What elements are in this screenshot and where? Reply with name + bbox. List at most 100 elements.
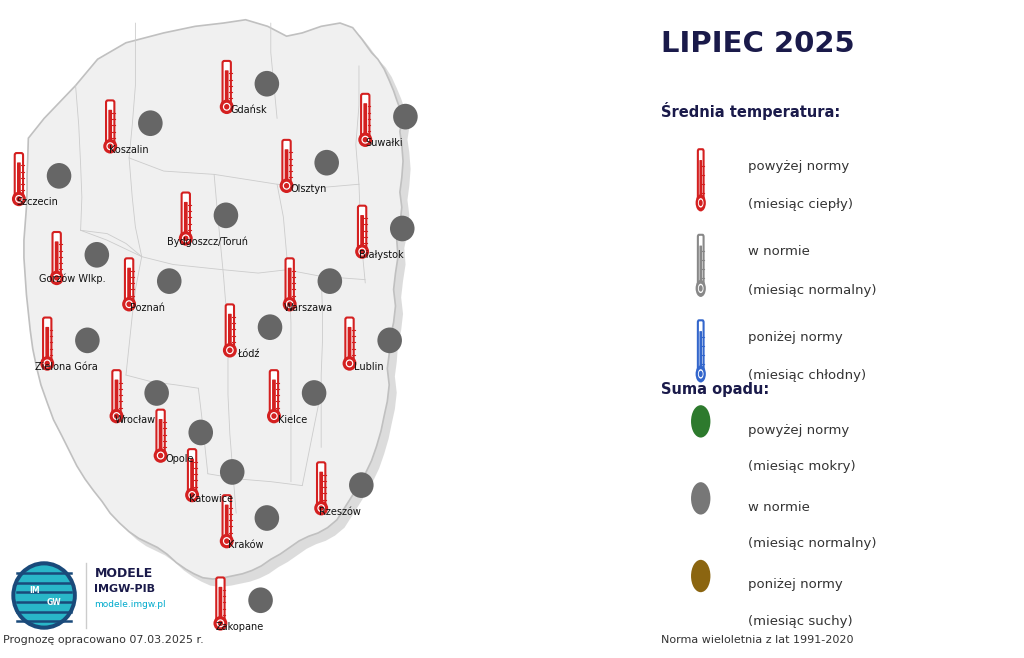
Text: modele.imgw.pl: modele.imgw.pl: [94, 599, 166, 609]
Text: Kielce: Kielce: [279, 415, 307, 424]
Polygon shape: [169, 251, 179, 288]
Text: MODELE: MODELE: [94, 567, 153, 580]
FancyBboxPatch shape: [106, 101, 115, 145]
Text: Zielona Góra: Zielona Góra: [35, 362, 97, 372]
Text: poniżej normy: poniżej normy: [748, 578, 843, 592]
FancyBboxPatch shape: [115, 380, 119, 411]
Circle shape: [318, 505, 324, 511]
FancyBboxPatch shape: [222, 495, 230, 540]
Circle shape: [43, 359, 51, 367]
Polygon shape: [700, 538, 709, 584]
FancyBboxPatch shape: [157, 410, 165, 454]
Circle shape: [691, 560, 711, 592]
FancyBboxPatch shape: [269, 370, 279, 415]
Text: (miesiąc normalny): (miesiąc normalny): [748, 284, 877, 297]
Circle shape: [698, 198, 703, 207]
Polygon shape: [402, 199, 413, 235]
Circle shape: [45, 361, 50, 367]
Circle shape: [110, 409, 124, 423]
Polygon shape: [260, 570, 271, 607]
Text: Gorzów Wlkp.: Gorzów Wlkp.: [39, 273, 105, 284]
Circle shape: [393, 104, 418, 130]
Circle shape: [258, 315, 283, 340]
Text: Opole: Opole: [165, 454, 194, 464]
Circle shape: [223, 343, 237, 357]
FancyBboxPatch shape: [317, 463, 326, 507]
FancyBboxPatch shape: [17, 163, 20, 194]
Circle shape: [283, 297, 297, 311]
Text: Lublin: Lublin: [353, 362, 383, 372]
Text: Łódź: Łódź: [238, 349, 260, 359]
FancyBboxPatch shape: [216, 578, 224, 622]
FancyBboxPatch shape: [159, 419, 163, 451]
Circle shape: [314, 501, 328, 515]
Circle shape: [691, 482, 711, 515]
Circle shape: [695, 280, 706, 297]
Polygon shape: [201, 403, 211, 439]
Circle shape: [255, 71, 280, 97]
Polygon shape: [700, 461, 709, 507]
Circle shape: [183, 236, 188, 241]
Circle shape: [50, 270, 63, 285]
Polygon shape: [24, 20, 403, 579]
FancyBboxPatch shape: [698, 320, 703, 372]
Circle shape: [227, 347, 232, 353]
Circle shape: [286, 300, 294, 308]
Circle shape: [695, 365, 706, 382]
Circle shape: [255, 505, 280, 531]
FancyBboxPatch shape: [347, 327, 351, 359]
FancyBboxPatch shape: [109, 110, 112, 141]
FancyBboxPatch shape: [225, 305, 234, 349]
FancyBboxPatch shape: [225, 505, 228, 536]
Circle shape: [185, 488, 199, 502]
Circle shape: [15, 565, 73, 626]
FancyBboxPatch shape: [698, 235, 703, 286]
FancyBboxPatch shape: [225, 70, 228, 102]
Circle shape: [224, 104, 229, 110]
Circle shape: [218, 620, 223, 626]
Circle shape: [53, 274, 60, 282]
Circle shape: [158, 453, 163, 459]
Text: Białystok: Białystok: [358, 250, 403, 260]
Circle shape: [390, 216, 415, 241]
Circle shape: [125, 300, 133, 308]
Circle shape: [362, 137, 368, 143]
Circle shape: [698, 284, 703, 293]
Text: Średnia temperatura:: Średnia temperatura:: [662, 102, 841, 120]
Circle shape: [122, 297, 136, 311]
Circle shape: [358, 247, 366, 255]
Circle shape: [108, 143, 113, 149]
FancyBboxPatch shape: [272, 380, 275, 411]
Text: Olsztyn: Olsztyn: [291, 184, 327, 194]
Text: IMGW-PIB: IMGW-PIB: [94, 584, 156, 594]
Circle shape: [16, 196, 22, 202]
Circle shape: [217, 619, 224, 627]
Polygon shape: [330, 251, 340, 288]
Circle shape: [359, 249, 365, 255]
Circle shape: [138, 111, 163, 136]
Circle shape: [349, 472, 374, 498]
FancyBboxPatch shape: [283, 140, 291, 184]
FancyBboxPatch shape: [55, 241, 58, 273]
Circle shape: [248, 588, 272, 613]
Circle shape: [302, 380, 327, 406]
Polygon shape: [406, 87, 416, 123]
Circle shape: [144, 380, 169, 406]
Circle shape: [271, 413, 276, 419]
Polygon shape: [232, 442, 243, 478]
Circle shape: [287, 301, 292, 307]
Polygon shape: [226, 186, 237, 222]
Circle shape: [698, 199, 702, 206]
FancyBboxPatch shape: [45, 327, 49, 359]
Polygon shape: [97, 225, 108, 261]
FancyBboxPatch shape: [699, 331, 702, 368]
FancyBboxPatch shape: [319, 472, 323, 503]
Circle shape: [343, 356, 356, 370]
Text: Wrocław: Wrocław: [115, 415, 156, 424]
Circle shape: [270, 412, 278, 420]
FancyBboxPatch shape: [184, 202, 187, 234]
Circle shape: [214, 203, 239, 228]
Circle shape: [103, 139, 117, 153]
FancyBboxPatch shape: [345, 318, 353, 362]
Text: LIPIEC 2025: LIPIEC 2025: [662, 30, 855, 58]
